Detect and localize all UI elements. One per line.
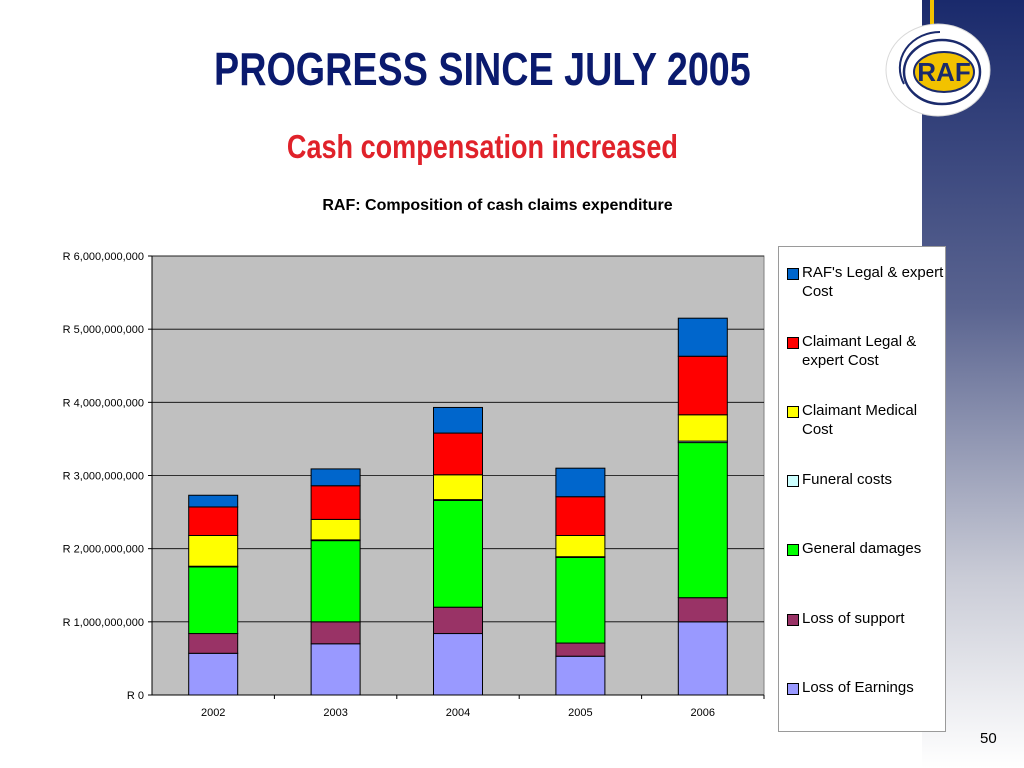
y-tick-label: R 5,000,000,000 <box>63 324 144 336</box>
legend-label: General damages <box>802 540 922 557</box>
bar-segment <box>677 442 728 599</box>
legend-label: Funeral costs <box>802 471 893 488</box>
y-tick-label: R 1,000,000,000 <box>63 617 144 629</box>
legend-swatch <box>787 683 799 695</box>
bar-segment <box>555 496 606 536</box>
logo-initials: RAF <box>917 57 970 87</box>
bar-segment <box>433 406 483 434</box>
bar-segment <box>310 468 361 487</box>
x-tick-label: 2002 <box>201 707 225 719</box>
legend-swatch <box>787 406 799 418</box>
bar-segment <box>555 655 606 696</box>
legend-label: RAF's Legal & expert Cost <box>802 264 944 300</box>
raf-logo: RAF <box>885 23 991 117</box>
bar-segment <box>555 467 606 498</box>
y-tick-label: R 3,000,000,000 <box>63 471 144 483</box>
bar-segment <box>555 642 606 657</box>
chart-legend: RAF's Legal & expert Cost Claimant Legal … <box>778 246 946 732</box>
bar-segment <box>188 534 239 567</box>
y-tick-label: R 6,000,000,000 <box>63 251 144 263</box>
bar-segment <box>310 643 361 696</box>
page-title: PROGRESS SINCE JULY 2005 <box>214 43 751 95</box>
y-tick-label: R 2,000,000,000 <box>63 544 144 556</box>
legend-label: Claimant Medical Cost <box>802 402 918 438</box>
bar-segment <box>433 606 483 635</box>
legend-swatch <box>787 337 799 349</box>
x-tick-label: 2006 <box>691 707 715 719</box>
x-tick-label: 2005 <box>568 707 592 719</box>
x-tick-label: 2003 <box>323 707 347 719</box>
y-tick-label: R 4,000,000,000 <box>63 397 144 409</box>
legend-swatch <box>787 475 799 487</box>
y-tick-label: R 0 <box>127 690 144 702</box>
bar-segment <box>677 317 728 357</box>
legend-label: Loss of Earnings <box>802 679 914 696</box>
bar-segment <box>188 494 239 508</box>
bar-segment <box>310 518 361 541</box>
legend-label: Loss of support <box>802 610 905 627</box>
bar-segment <box>433 432 483 476</box>
bar-segment <box>433 633 483 696</box>
bar-segment <box>677 597 728 623</box>
page-number: 50 <box>980 730 997 747</box>
bar-segment <box>310 621 361 645</box>
bar-segment <box>555 534 606 558</box>
legend-swatch <box>787 544 799 556</box>
bar-segment <box>188 652 239 696</box>
bar-segment <box>188 506 239 536</box>
bar-segment <box>433 499 483 608</box>
bar-segment <box>677 355 728 416</box>
chart-title: RAF: Composition of cash claims expendit… <box>322 197 673 214</box>
legend-swatch <box>787 614 799 626</box>
bar-segment <box>188 566 239 635</box>
legend-label: Claimant Legal & expert Cost <box>802 333 917 369</box>
bar-segment <box>310 540 361 623</box>
bar-segment <box>310 485 361 520</box>
bar-segment <box>555 556 606 644</box>
x-tick-label: 2004 <box>446 707 470 719</box>
legend-swatch <box>787 268 799 280</box>
bar-segment <box>677 621 728 696</box>
bar-segment <box>433 474 483 501</box>
bar-segment <box>188 633 239 654</box>
bar-segment <box>677 414 728 442</box>
page-subtitle: Cash compensation increased <box>286 128 678 165</box>
